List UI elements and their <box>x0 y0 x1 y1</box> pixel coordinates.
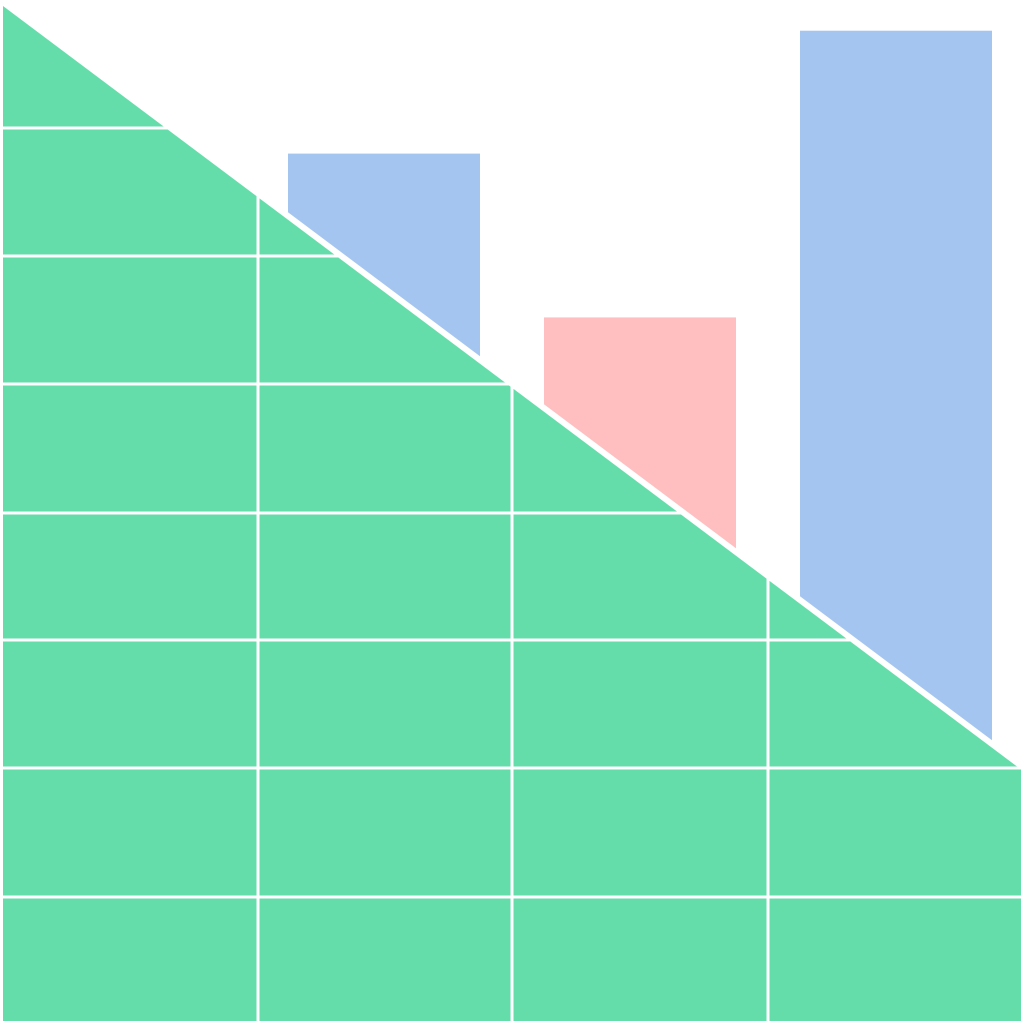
chart-graphic <box>0 0 1024 1024</box>
